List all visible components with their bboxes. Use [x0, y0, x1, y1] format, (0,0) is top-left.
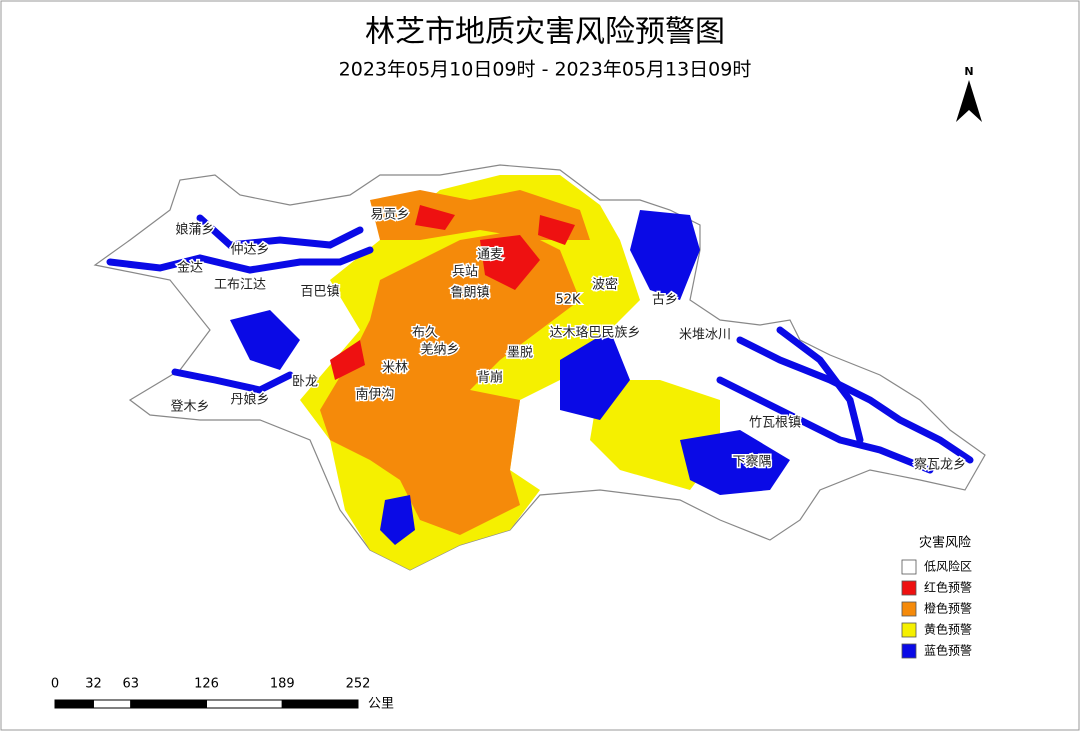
scale-segment [130, 699, 207, 709]
red-zones [330, 205, 575, 380]
subtitle: 2023年05月10日09时 - 2023年05月13日09时 [339, 59, 752, 81]
orange-zone [370, 190, 590, 240]
blue-corridor [106, 246, 374, 274]
place-label: 墨脱 [507, 346, 533, 361]
scale-segment [92, 699, 132, 709]
legend-label: 黄色预警 [924, 622, 972, 637]
place-label: 竹瓦根镇 [749, 416, 801, 431]
place-label: 52K [555, 293, 581, 308]
red-zone [538, 215, 575, 245]
blue-zone [630, 210, 700, 300]
blue-corridor [171, 368, 294, 394]
scale-tick-label: 252 [346, 677, 371, 692]
blue-zone [560, 330, 630, 420]
legend-label: 红色预警 [924, 580, 972, 595]
scale-tick-label: 32 [85, 677, 102, 692]
blue-zone [680, 430, 790, 495]
place-label: 南伊沟 [355, 387, 394, 403]
place-label: 卧龙 [292, 375, 318, 390]
legend-swatch [901, 580, 917, 596]
orange-zone [320, 230, 580, 535]
place-label: 工布江达 [214, 278, 266, 293]
blue-corridor [196, 214, 364, 249]
place-label: 登木乡 [170, 400, 209, 415]
place-label: 波密 [592, 277, 618, 293]
scale-bar: 0 32 63 126 189 252 公里 [51, 677, 394, 712]
place-label: 米堆冰川 [679, 328, 731, 343]
blue-corridor [776, 326, 864, 444]
place-label: 易贡乡 [370, 208, 409, 223]
scale-tick-label: 0 [51, 677, 59, 692]
red-zone [480, 235, 540, 290]
place-label: 背崩 [477, 371, 503, 386]
title: 林芝市地质灾害风险预警图 [365, 15, 725, 50]
place-label: 娘蒲乡 [175, 223, 214, 238]
place-label: 百巴镇 [300, 285, 339, 300]
place-label: 兵站 [452, 265, 478, 280]
place-label: 鲁朗镇 [450, 286, 489, 301]
scale-tick-label: 63 [122, 677, 139, 692]
legend-label: 橙色预警 [924, 601, 972, 616]
blue-zone [230, 310, 300, 370]
red-zone [330, 340, 365, 380]
scale-segment [54, 699, 94, 709]
red-zone [415, 205, 455, 230]
blue-zone [380, 495, 415, 545]
legend-title: 灾害风险 [919, 535, 971, 551]
legend-label: 蓝色预警 [924, 643, 972, 658]
blue-corridor [736, 336, 974, 464]
place-label: 布久 [412, 326, 438, 341]
legend-swatch [901, 622, 917, 638]
map [93, 164, 986, 571]
place-label: 下察隅 [732, 455, 771, 470]
blue-corridor [716, 376, 934, 474]
place-label: 仲达乡 [230, 243, 269, 258]
place-label: 察瓦龙乡 [914, 458, 966, 473]
place-label: 米林 [382, 361, 408, 376]
scale-segment [281, 699, 359, 709]
north-arrow [956, 80, 982, 122]
legend-swatch [901, 643, 917, 659]
place-label: 达木珞巴民族乡 [549, 325, 640, 341]
place-label: 通麦 [477, 248, 503, 263]
place-label: 金达 [177, 260, 203, 276]
scale-tick-label: 189 [270, 677, 295, 692]
scale-tick-label: 126 [194, 677, 219, 692]
scale-segment [206, 699, 283, 709]
place-label: 羌纳乡 [420, 343, 459, 358]
scale-unit: 公里 [368, 697, 394, 712]
legend-label: 低风险区 [924, 559, 972, 574]
place-label: 丹娘乡 [230, 393, 269, 408]
blue-corridors [106, 214, 974, 474]
legend-swatch [901, 559, 917, 575]
place-label: 古乡 [652, 293, 678, 308]
north-label: N [964, 65, 973, 78]
blue-zones [230, 210, 790, 545]
legend-swatch [901, 601, 917, 617]
